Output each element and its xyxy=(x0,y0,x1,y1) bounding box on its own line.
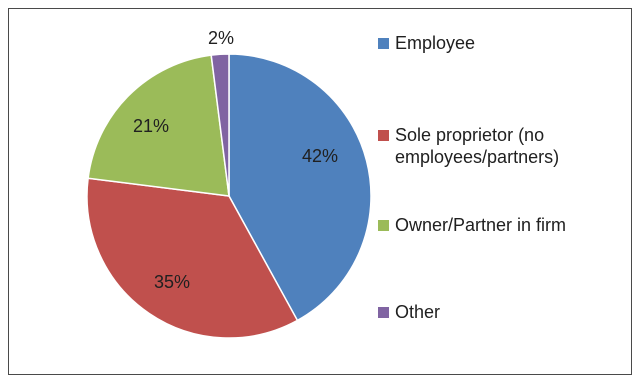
pie-data-labels: 42% 35% 21% 2% xyxy=(133,28,338,292)
legend-label-employee: Employee xyxy=(395,33,476,53)
pie-slices xyxy=(86,53,372,339)
legend-item-other: Other xyxy=(378,301,440,323)
legend-item-employee: Employee xyxy=(378,32,475,54)
data-label-sole-proprietor: 35% xyxy=(154,272,190,292)
legend-swatch-employee xyxy=(378,38,389,49)
legend-swatch-sole-proprietor xyxy=(378,130,389,141)
data-label-other: 2% xyxy=(208,28,234,48)
legend-label-other: Other xyxy=(395,302,441,322)
legend-label-owner-partner: Owner/Partner in firm xyxy=(395,215,567,235)
pie-slice-employee xyxy=(228,53,372,322)
pie-slice-sole-proprietor xyxy=(86,177,299,339)
data-label-employee: 42% xyxy=(302,146,338,166)
pie-slice-other xyxy=(210,53,230,197)
legend-label-sole-proprietor: Sole proprietor (no employees/partners) xyxy=(395,125,560,167)
pie-slice-owner-partner xyxy=(87,54,230,197)
legend-item-sole-proprietor: Sole proprietor (no employees/partners) xyxy=(378,124,559,168)
legend-swatch-other xyxy=(378,307,389,318)
legend-item-owner-partner: Owner/Partner in firm xyxy=(378,214,566,236)
chart-legend: Employee Sole proprietor (no employees/p… xyxy=(378,30,628,330)
data-label-owner-partner: 21% xyxy=(133,116,169,136)
legend-swatch-owner-partner xyxy=(378,220,389,231)
